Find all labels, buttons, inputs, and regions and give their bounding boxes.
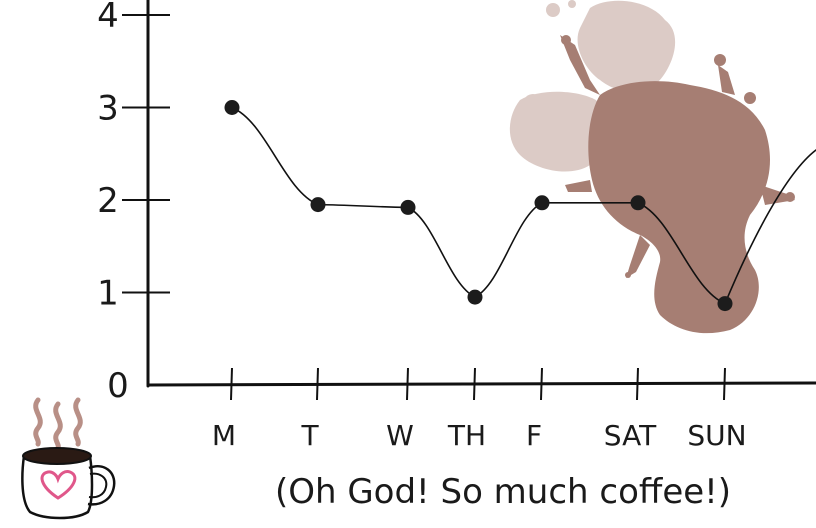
axes xyxy=(146,0,816,388)
data-point-th xyxy=(467,289,483,305)
x-tick-mark-m xyxy=(230,367,233,401)
x-tick-label-m: M xyxy=(212,419,236,452)
y-tick-label-4: 4 xyxy=(97,0,119,36)
data-point-sun xyxy=(717,296,733,312)
series-points xyxy=(224,100,733,312)
x-tick-mark-sat xyxy=(636,367,639,401)
data-point-t xyxy=(310,197,326,213)
x-tick-mark-t xyxy=(316,367,319,401)
y-tick-label-2: 2 xyxy=(97,181,119,221)
x-tick-label-sun: SUN xyxy=(687,419,746,452)
x-tick-mark-w xyxy=(406,367,409,401)
y-ticks: 0 1 2 3 4 xyxy=(97,0,170,406)
y-tick-label-3: 3 xyxy=(97,89,119,129)
x-tick-mark-f xyxy=(540,367,543,401)
data-point-f xyxy=(534,195,550,211)
data-point-sat xyxy=(630,195,646,211)
x-tick-label-f: F xyxy=(526,419,542,452)
coffee-splash-icon xyxy=(509,0,795,334)
y-tick-label-0: 0 xyxy=(107,366,129,406)
x-ticks: M T W TH F SAT SUN xyxy=(212,367,747,452)
heart-icon xyxy=(40,470,77,500)
y-tick-label-1: 1 xyxy=(97,274,119,314)
x-tick-label-th: TH xyxy=(447,419,486,452)
coffee-mug-icon xyxy=(21,397,116,520)
steam-icon xyxy=(33,397,83,451)
x-tick-label-w: W xyxy=(386,419,414,452)
x-axis-line xyxy=(146,381,816,387)
x-tick-label-sat: SAT xyxy=(604,419,657,452)
data-point-m xyxy=(224,100,240,115)
x-axis-note: (Oh God! So much coffee!) xyxy=(275,472,731,512)
x-tick-mark-th xyxy=(473,367,476,401)
series-line-tail xyxy=(724,149,816,305)
x-tick-mark-sun xyxy=(723,367,726,401)
data-point-w xyxy=(400,199,416,215)
x-tick-label-t: T xyxy=(300,419,319,452)
